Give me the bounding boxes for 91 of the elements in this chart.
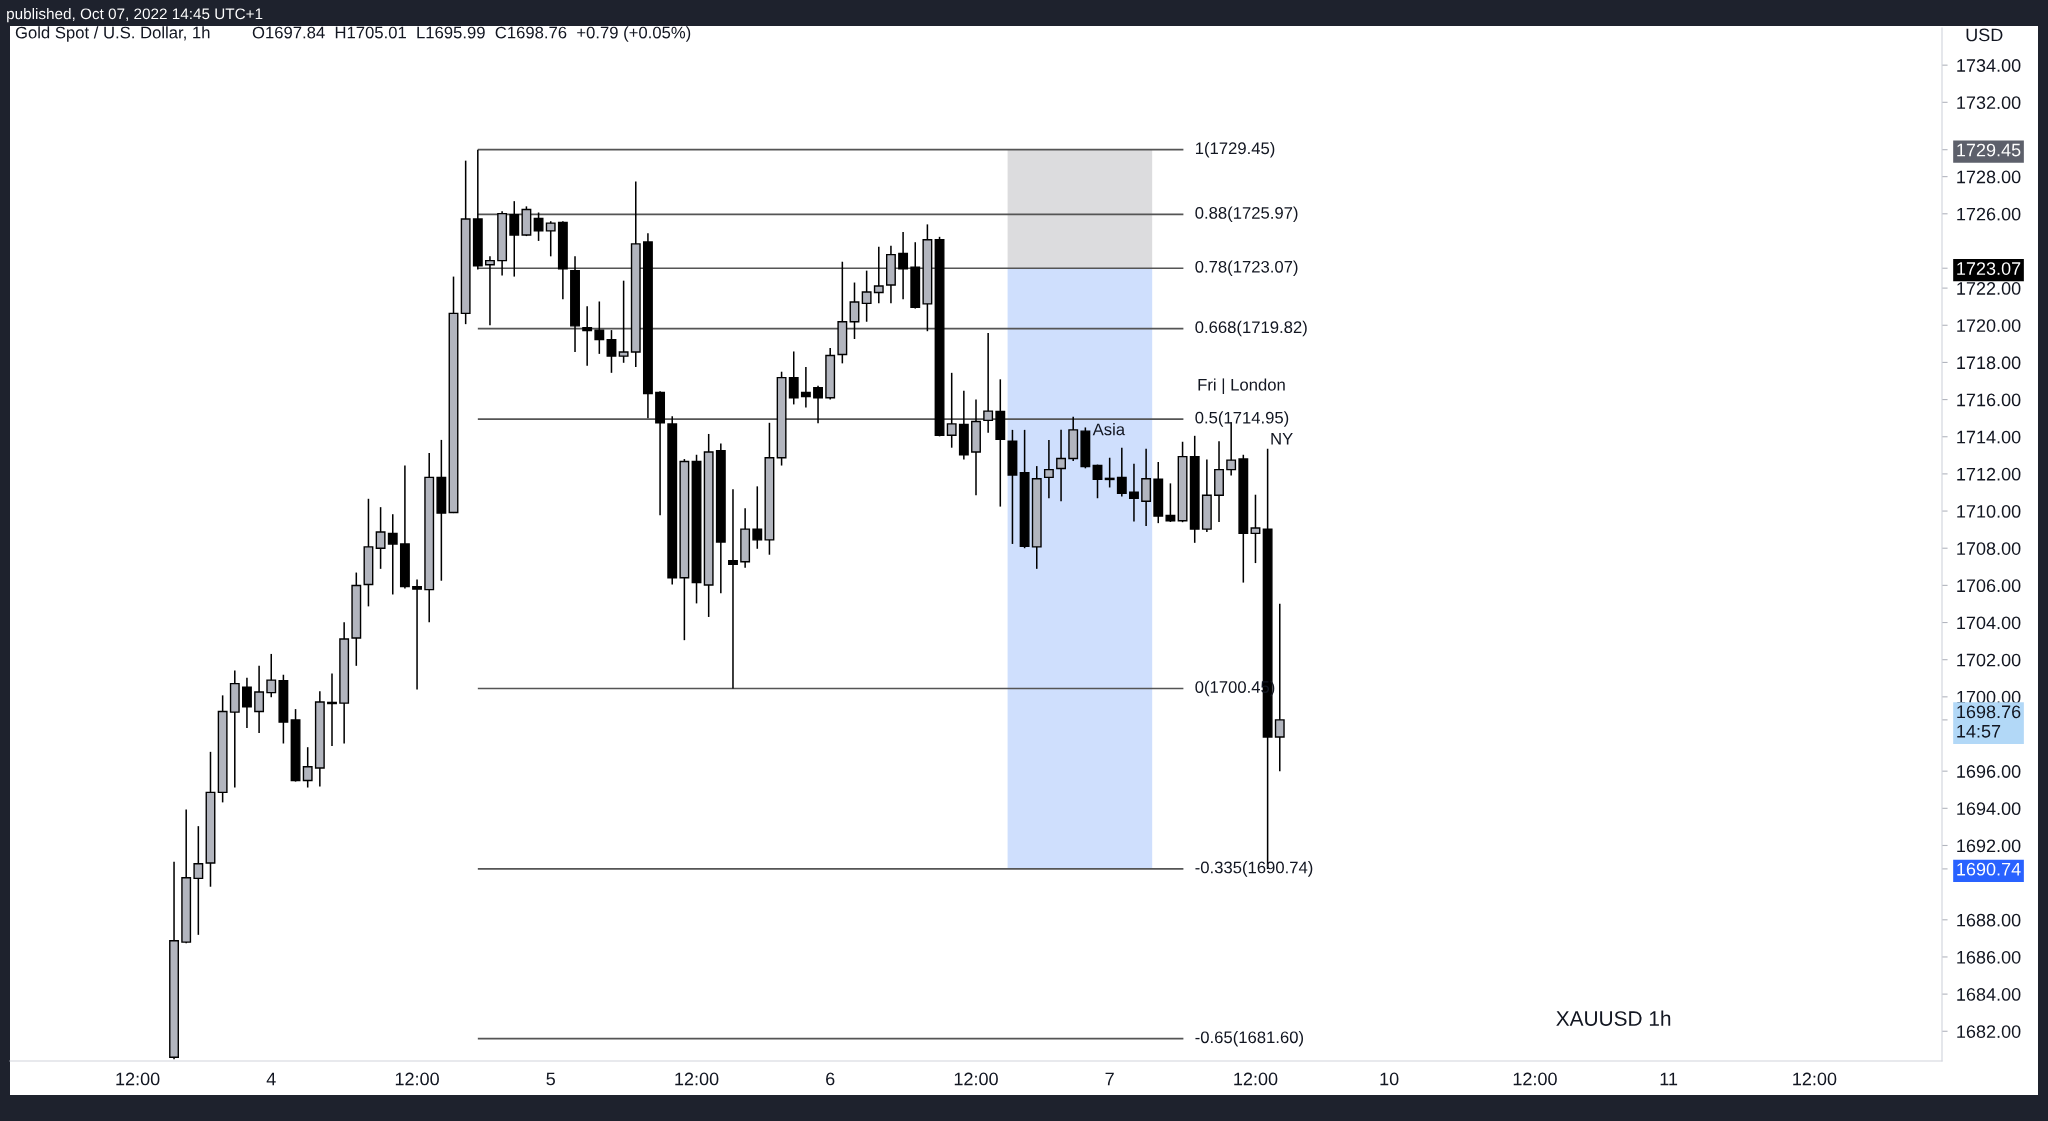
y-tick-label: 1729.45 [1957,143,2021,157]
y-tick-label: 1726.00 [1957,207,2021,221]
candlestick [1092,463,1103,500]
candlestick [1116,446,1127,498]
text: published, Oct 07, 2022 14:45 UTC+1 [7,8,263,23]
x-tick-label: 7 [1105,1072,1114,1086]
x-tick-label: 11 [1660,1072,1678,1086]
candlestick [606,329,617,374]
y-tick-label: 1718.00 [1957,356,2021,370]
candlestick [582,305,593,367]
x-tick-label: 12:00 [1513,1072,1557,1086]
y-tick-label: 1684.00 [1957,988,2021,1001]
y-tick-label: 1692.00 [1957,839,2021,853]
x-tick-label: 12:00 [954,1072,998,1086]
candlestick [375,506,386,570]
y-tick-label: 1690.74 [1957,862,2021,876]
x-tick-label: 12:00 [1793,1072,1837,1086]
y-tick-label: 1686.00 [1957,950,2021,964]
candlestick [618,279,629,364]
ref-line-label: 0.668(1719.82) [1195,320,1307,337]
y-tick-label: 1708.00 [1957,542,2021,555]
y-tick-label: 1706.00 [1957,579,2021,593]
ref-line-label: -0.65(1681.60) [1195,1030,1304,1047]
x-tick-label: 6 [826,1072,835,1086]
y-tick-label: 1720.00 [1957,319,2021,332]
y-tick-label: 1702.00 [1957,653,2021,667]
y-tick-label: 1696.00 [1957,765,2021,778]
candlestick [302,746,313,789]
y-tick-label: 1698.76 14:57 [1957,705,2021,738]
candlestick [241,676,252,729]
y-tick-label: 1700.00 [1957,690,2021,704]
y-tick-label: 1723.07 [1957,262,2021,275]
annotation: XAUUSD 1h [1556,1010,1671,1026]
candlestick [800,366,811,409]
chart-subtitle: O1697.84 H1705.01 L1695.99 C1698.76 +0.79 (+0.05%) [252,26,691,42]
candlestick [1056,429,1067,502]
y-tick-label: 1712.00 [1957,467,2021,481]
y-tick-label: 1716.00 [1957,393,2021,407]
candlestick [873,246,884,305]
x-tick-label: 12:00 [116,1072,160,1086]
annotation: NY [1271,432,1293,445]
y-tick-label: 1710.00 [1957,504,2021,518]
candlestick [533,211,544,242]
candlestick [849,281,860,340]
ref-line-label: 0.5(1714.95) [1195,411,1289,427]
y-tick-label: 1732.00 [1957,96,2021,110]
y-axis-title: USD [1966,28,2003,42]
candlestick [509,200,520,278]
candlestick [1141,448,1152,527]
y-tick-label: 1688.00 [1957,913,2021,927]
y-tick-label: 1722.00 [1957,282,2021,295]
candlestick [1129,462,1139,523]
candlestick [813,385,823,425]
candlestick [545,220,556,258]
x-tick-label: 5 [546,1072,555,1086]
ref-line-label: -0.335(1690.74) [1195,861,1313,877]
candlestick [1274,603,1285,773]
x-tick-label: 12:00 [675,1072,719,1086]
candlestick [1165,482,1176,523]
candlestick [898,231,909,301]
ref-line-label: 0.88(1725.97) [1195,206,1298,223]
x-tick-label: 12:00 [1234,1072,1278,1086]
y-tick-label: 1728.00 [1957,170,2021,184]
candlestick [946,372,957,449]
candlestick [254,665,265,734]
y-tick-label: 1682.00 [1957,1025,2021,1038]
candlestick [266,653,277,698]
candlestick [387,513,398,596]
candlestick [412,578,423,691]
chart-title: Gold Spot / U.S. Dollar, 1h [15,26,210,42]
candlestick [728,488,738,690]
candlestick [861,269,872,323]
candlestick [1250,493,1261,564]
candlestick [594,300,605,355]
annotation: Fri | London [1198,378,1285,395]
candlestick [485,255,495,327]
y-tick-label: 1704.00 [1957,616,2021,630]
annotation: Asia [1092,423,1126,436]
y-tick-label: 1714.00 [1957,430,2021,444]
candlestick [788,350,799,406]
candlestick [193,825,204,936]
candlestick [1043,439,1054,500]
y-tick-label: 1734.00 [1957,59,2021,72]
y-tick-label: 1694.00 [1957,802,2021,816]
ref-line-label: 0.78(1723.07) [1195,260,1298,276]
ref-line-label: 1(1729.45) [1195,141,1275,158]
x-tick-label: 10 [1380,1072,1399,1086]
candlestick [752,485,763,550]
candlestick [983,332,994,434]
x-tick-label: 12:00 [395,1072,439,1086]
x-tick-label: 4 [266,1072,276,1086]
